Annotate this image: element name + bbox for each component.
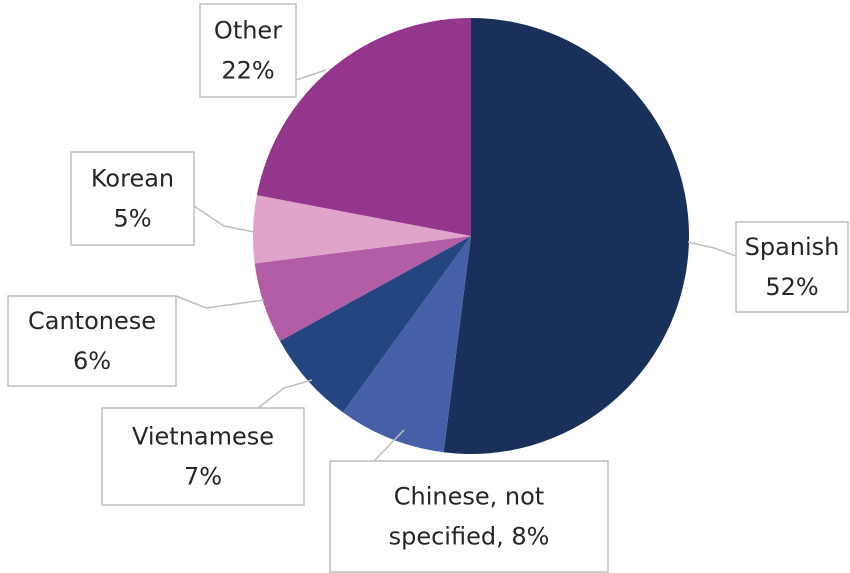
data-label-text: Chinese, not bbox=[394, 483, 544, 511]
data-label-box bbox=[329, 460, 609, 573]
data-label-box bbox=[7, 295, 177, 387]
leader-line-chinese-not-specified bbox=[373, 429, 405, 462]
pie-slice-other bbox=[256, 18, 471, 236]
pie-slice-vietnamese bbox=[279, 236, 471, 413]
leader-line-other bbox=[295, 69, 327, 81]
leader-line-spanish bbox=[687, 241, 737, 257]
data-label-other: Other 22% bbox=[199, 3, 297, 98]
pie-slices bbox=[253, 18, 690, 454]
data-label-box bbox=[735, 221, 849, 313]
pie-slice-cantonese bbox=[254, 236, 471, 342]
data-label-text: 7% bbox=[184, 463, 222, 491]
leader-lines bbox=[175, 69, 737, 462]
data-label-box bbox=[101, 407, 305, 506]
data-label-text: 52% bbox=[765, 273, 818, 301]
data-label-text: 6% bbox=[73, 347, 111, 375]
data-label-korean: Korean 5% bbox=[70, 151, 195, 246]
data-label-chinese-not-specified: Chinese, not specified, 8% bbox=[329, 460, 609, 573]
data-label-vietnamese: Vietnamese 7% bbox=[101, 407, 305, 506]
data-label-box bbox=[70, 151, 195, 246]
data-label-text: Vietnamese bbox=[132, 423, 274, 451]
data-label-text: specified, 8% bbox=[389, 523, 550, 551]
data-label-spanish: Spanish 52% bbox=[735, 221, 849, 313]
data-label-cantonese: Cantonese 6% bbox=[7, 295, 177, 387]
leader-line-korean bbox=[193, 205, 255, 233]
leader-line-cantonese bbox=[175, 295, 265, 309]
data-label-text: Korean bbox=[91, 165, 174, 193]
pie-slice-korean bbox=[253, 195, 471, 264]
pie-slice-spanish bbox=[443, 18, 690, 454]
data-label-box bbox=[199, 3, 297, 98]
slice-labels: Spanish 52% Chinese, not specified, 8% Vietn… bbox=[7, 3, 849, 573]
data-label-text: 22% bbox=[221, 57, 274, 85]
leader-line-vietnamese bbox=[257, 379, 313, 409]
data-label-text: Cantonese bbox=[28, 307, 156, 335]
data-label-text: 5% bbox=[113, 205, 151, 233]
pie-slice-chinese-not-specified bbox=[342, 236, 471, 453]
data-label-text: Spanish bbox=[745, 233, 840, 261]
data-label-text: Other bbox=[214, 17, 282, 45]
